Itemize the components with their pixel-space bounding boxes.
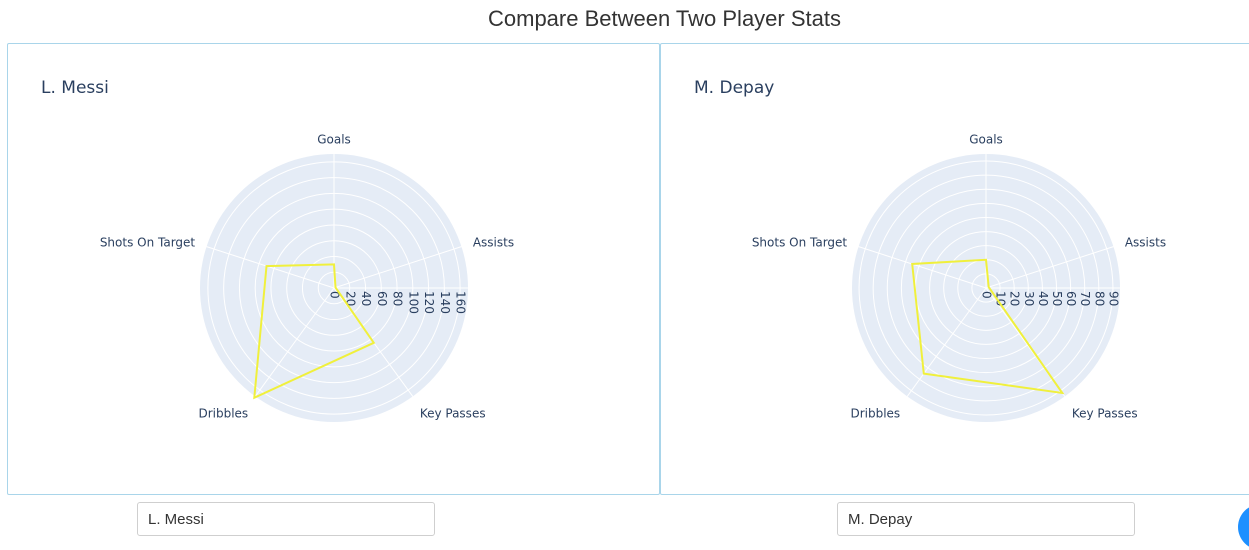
angular-axis-label: Key Passes — [420, 407, 486, 421]
radial-tick-label: 100 — [406, 291, 420, 314]
radial-tick-label: 60 — [375, 291, 389, 306]
radial-tick-label: 80 — [391, 291, 405, 306]
angular-axis-label: Goals — [969, 133, 1003, 147]
radial-tick-label: 60 — [1064, 291, 1078, 306]
radial-tick-label: 90 — [1106, 291, 1120, 306]
angular-axis-label: Shots On Target — [752, 235, 848, 249]
radial-tick-label: 20 — [343, 291, 357, 306]
player-two-input[interactable] — [837, 502, 1135, 536]
radial-tick-label: 80 — [1092, 291, 1106, 306]
radial-tick-label: 140 — [438, 291, 452, 314]
radial-tick-label: 40 — [1036, 291, 1050, 306]
player-one-input[interactable] — [137, 502, 435, 536]
radial-tick-label: 70 — [1078, 291, 1092, 306]
floating-action-button[interactable] — [1238, 504, 1249, 550]
radial-tick-label: 40 — [359, 291, 373, 306]
radial-tick-label: 160 — [454, 291, 468, 314]
radial-tick-label: 120 — [422, 291, 436, 314]
angular-axis-label: Assists — [473, 235, 514, 249]
angular-axis-label: Goals — [317, 133, 351, 147]
angular-axis-label: Assists — [1125, 235, 1166, 249]
angular-axis-label: Shots On Target — [100, 235, 196, 249]
radial-tick-label: 50 — [1050, 291, 1064, 306]
page-title: Compare Between Two Player Stats — [0, 6, 1249, 32]
radial-tick-label: 30 — [1022, 291, 1036, 306]
angular-axis-label: Dribbles — [198, 407, 248, 421]
angular-axis-label: Dribbles — [850, 407, 900, 421]
radial-tick-label: 20 — [1008, 291, 1022, 306]
angular-axis-label: Key Passes — [1072, 407, 1138, 421]
